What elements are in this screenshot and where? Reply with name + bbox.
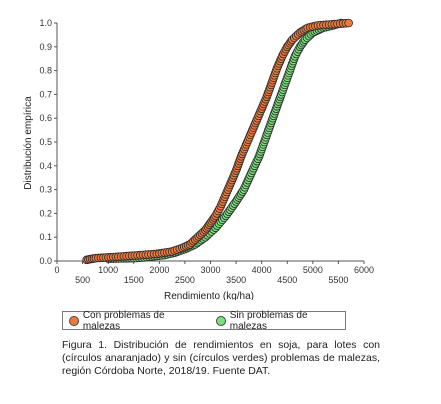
x-tick-label: 500 [75,275,90,285]
y-tick-label: 0.8 [39,66,52,76]
y-tick-label: 0.0 [39,256,52,266]
chart-legend: Con problemas de malezas Sin problemas d… [62,309,346,332]
x-tick-label: 1000 [98,265,118,275]
x-tick-label: 1500 [124,275,144,285]
x-tick-label: 3000 [200,265,220,275]
x-tick-label: 4000 [252,265,272,275]
y-tick-label: 0.9 [39,42,52,52]
y-tick-label: 1.0 [39,18,52,28]
legend-swatch-green [215,315,226,326]
x-tick-label: 4500 [277,275,297,285]
y-tick-label: 0.3 [39,185,52,195]
legend-entry-sin-malezas: Sin problemas de malezas [215,309,345,332]
x-tick-label: 3500 [226,275,246,285]
legend-entry-con-malezas: Con problemas de malezas [69,310,202,332]
y-axis-title: Distribución empírica [23,96,34,190]
x-tick-label: 0 [54,265,59,275]
axes: 0 500 1000 1500 2000 2500 3000 3500 4000 4500 5000… [39,18,374,285]
y-tick-label: 0.6 [39,113,52,123]
legend-label-sin-malezas: Sin problemas de malezas [229,309,308,332]
y-tick-label: 0.7 [39,89,52,99]
x-tick-label: 2500 [175,275,195,285]
series-con-malezas [82,18,353,265]
x-tick-label: 5500 [328,275,348,285]
legend-swatch-orange [69,315,79,326]
x-tick-label: 5000 [303,265,323,275]
y-tick-label: 0.1 [39,232,52,242]
data-point-con-malezas [344,18,353,28]
figure-caption: Figura 1. Distribución de rendimientos e… [62,339,380,377]
x-axis-title: Rendimiento (kg/ha) [164,291,254,300]
cdf-scatter-chart: 0 500 1000 1500 2000 2500 3000 3500 4000 4500 5000… [23,18,374,300]
y-tick-label: 0.4 [39,161,52,171]
legend-label-con-malezas: Con problemas de malezas [82,309,165,332]
x-tick-label: 6000 [354,265,374,275]
y-tick-label: 0.2 [39,208,52,218]
y-tick-label: 0.5 [39,137,52,147]
series-sin-malezas [103,18,346,263]
x-tick-label: 2000 [149,265,169,275]
